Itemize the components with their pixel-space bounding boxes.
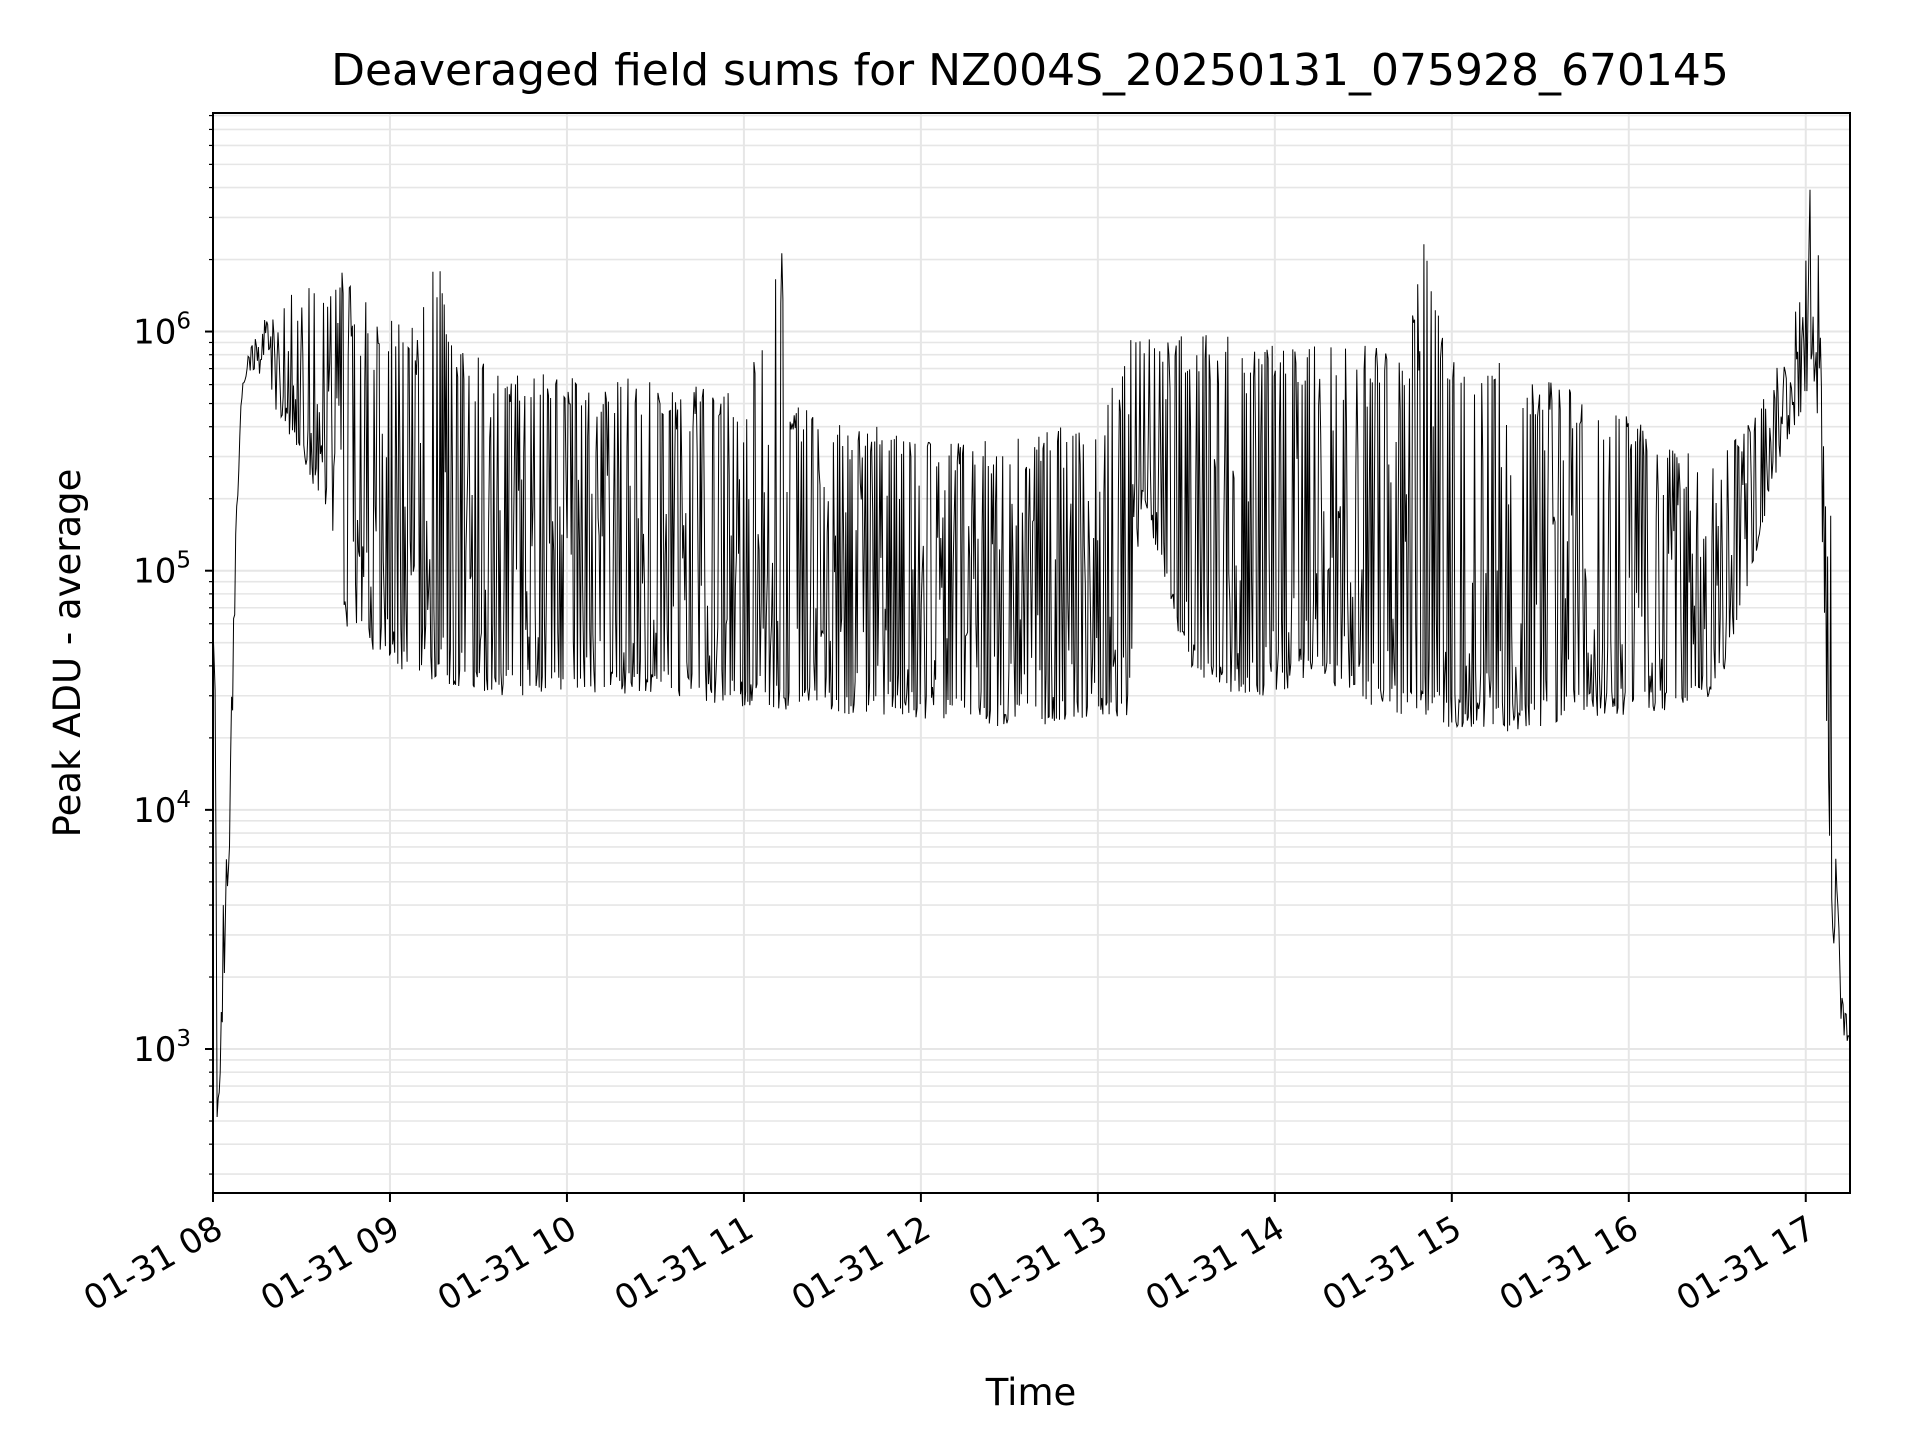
- y-tick-label: 105: [133, 548, 191, 592]
- y-axis-label: Peak ADU - average: [46, 469, 89, 838]
- x-axis-ticks: 01-31 08 01-31 09 01-31 10 01-31 11 01-31 12…: [77, 1193, 1822, 1319]
- grid: [212, 113, 1850, 1193]
- x-tick-label: 01-31 09: [254, 1208, 406, 1319]
- x-tick-label: 01-31 10: [431, 1208, 583, 1319]
- x-tick-label: 01-31 13: [962, 1208, 1114, 1319]
- x-axis-label: Time: [985, 1371, 1077, 1414]
- plot-frame: [212, 112, 1851, 1194]
- y-axis-ticks: 103 104 105 106: [133, 114, 213, 1175]
- x-tick-label: 01-31 16: [1493, 1208, 1645, 1319]
- series-layer: [212, 189, 1850, 1118]
- x-tick-label: 01-31 17: [1670, 1208, 1822, 1319]
- x-tick-label: 01-31 14: [1139, 1208, 1291, 1319]
- y-tick-label: 103: [133, 1026, 191, 1070]
- y-tick-label: 104: [133, 787, 191, 831]
- x-tick-label: 01-31 08: [77, 1208, 229, 1319]
- x-tick-label: 01-31 11: [608, 1208, 760, 1319]
- x-tick-label: 01-31 15: [1316, 1208, 1468, 1319]
- series-line: [212, 189, 1850, 1118]
- x-tick-label: 01-31 12: [785, 1208, 937, 1319]
- y-tick-label: 106: [133, 309, 191, 353]
- chart-title: Deaveraged field sums for NZ004S_2025013…: [331, 45, 1729, 96]
